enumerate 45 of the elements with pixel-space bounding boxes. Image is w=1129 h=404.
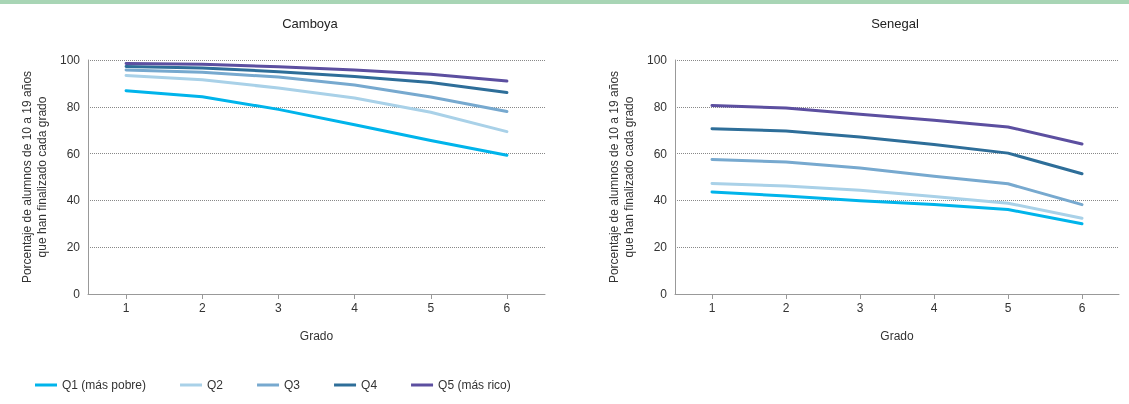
y-tick-label: 0 [73, 287, 81, 301]
line-series [710, 157, 1084, 207]
x-tick-label: 1 [708, 301, 716, 315]
y-tick-label: 40 [653, 193, 668, 208]
y-tick-label: 40 [66, 193, 81, 208]
x-tick-label: 6 [1078, 301, 1086, 315]
y-tick-label: 80 [653, 99, 668, 114]
line-series [124, 65, 509, 95]
line-series [124, 73, 509, 134]
x-tick-label: 3 [275, 301, 283, 315]
y-axis-title: Porcentaje de alumnos de 10 a 19 años que han finalizado cada grado [606, 70, 636, 284]
legend-label: Q4 [361, 378, 378, 392]
x-tick-label: 2 [782, 301, 790, 315]
chart-title: Camboya [282, 16, 339, 31]
legend-label: Q3 [284, 378, 301, 392]
x-tick-label: 6 [503, 301, 511, 315]
line-series [124, 62, 509, 83]
legend-label: Q5 (más rico) [438, 378, 511, 392]
y-tick-label: 100 [646, 53, 668, 67]
line-series [710, 103, 1084, 146]
x-tick-label: 3 [856, 301, 864, 315]
x-tick-label: 5 [1004, 301, 1012, 315]
x-tick-label: 2 [198, 301, 206, 315]
chart-title: Senegal [871, 16, 919, 31]
x-axis-title: Grado [299, 329, 334, 343]
y-tick-label: 0 [660, 287, 668, 301]
x-axis-title: Grado [880, 329, 914, 343]
y-tick-label: 60 [653, 146, 668, 161]
line-series [710, 190, 1084, 226]
legend-label: Q1 (más pobre) [62, 378, 147, 392]
line-series [710, 127, 1084, 176]
legend-label: Q2 [207, 378, 224, 392]
y-tick-label: 100 [59, 53, 81, 67]
x-tick-label: 1 [122, 301, 130, 315]
y-tick-label: 80 [66, 99, 81, 114]
y-tick-label: 20 [66, 240, 81, 255]
y-axis-title: Porcentaje de alumnos de 10 a 19 años que han finalizado cada grado [19, 70, 49, 284]
line-series [124, 89, 509, 157]
line-series [124, 68, 509, 113]
line-series [710, 182, 1084, 220]
x-tick-label: 4 [930, 301, 938, 315]
y-tick-label: 60 [66, 146, 81, 161]
x-tick-label: 5 [427, 301, 435, 315]
x-tick-label: 4 [351, 301, 359, 315]
y-tick-label: 20 [653, 240, 668, 255]
